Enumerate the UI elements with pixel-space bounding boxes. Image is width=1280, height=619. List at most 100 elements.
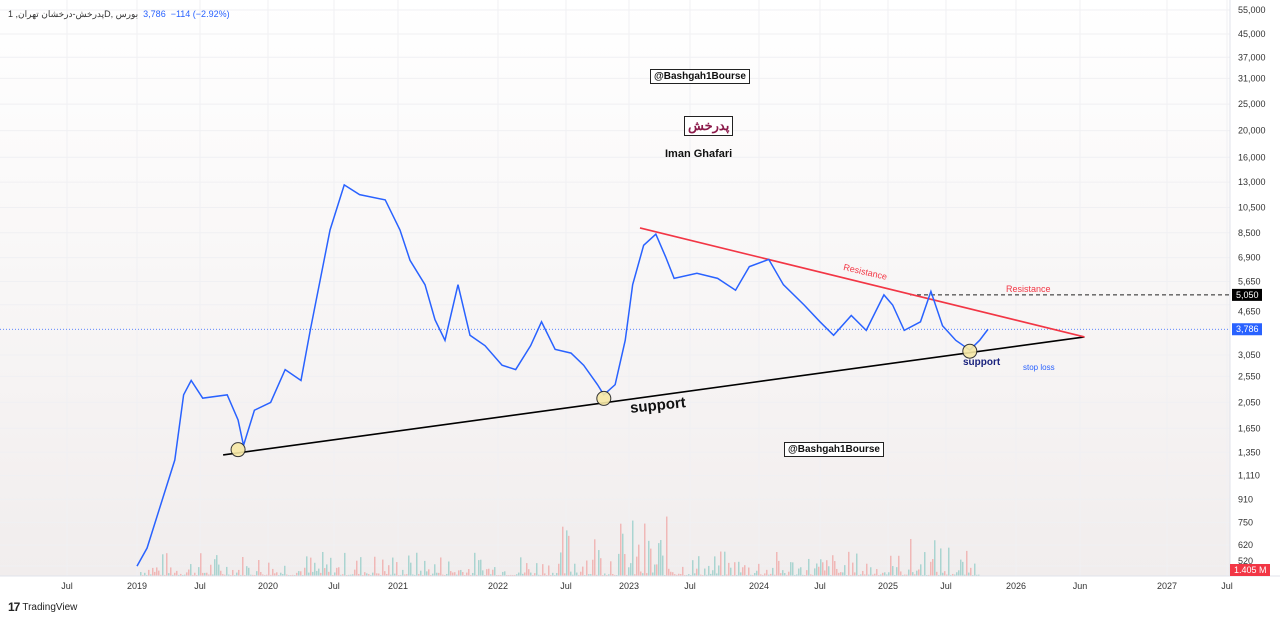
support-touch-marker: [962, 343, 978, 359]
volume-bar: [518, 572, 520, 576]
volume-bar: [674, 574, 676, 576]
volume-bar: [256, 571, 258, 576]
time-tick: 2025: [878, 581, 898, 591]
volume-bar: [508, 574, 510, 576]
volume-bar: [756, 570, 758, 576]
time-tick: 2019: [127, 581, 147, 591]
price-change: −114 (−2.92%): [170, 9, 230, 19]
volume-bar: [402, 569, 404, 576]
volume-bar: [768, 574, 770, 576]
volume-bar: [970, 567, 972, 576]
volume-bar: [340, 574, 342, 576]
volume-bar: [408, 555, 410, 576]
volume-bar: [762, 574, 764, 576]
volume-bar: [704, 568, 706, 576]
volume-bar: [708, 565, 710, 576]
volume-bar: [472, 572, 474, 576]
volume-bar: [800, 567, 802, 576]
volume-bar: [764, 573, 766, 576]
volume-bar: [398, 574, 400, 576]
volume-bar: [222, 574, 224, 576]
volume-bar: [942, 572, 944, 576]
volume-bar: [522, 573, 524, 576]
volume-bar: [738, 561, 740, 576]
volume-bar: [150, 574, 152, 576]
volume-bar: [270, 574, 272, 576]
volume-bar: [666, 516, 668, 576]
volume-bar: [208, 574, 210, 576]
volume-bar: [246, 566, 248, 576]
volume-bar: [504, 571, 506, 576]
volume-bar: [466, 572, 468, 576]
volume-bar: [296, 572, 298, 576]
volume-bar: [576, 572, 578, 576]
volume-bar: [272, 568, 274, 576]
volume-bar: [558, 563, 560, 576]
volume-bar: [356, 560, 358, 576]
volume-bar: [276, 572, 278, 576]
tradingview-logo[interactable]: 17 TradingView: [8, 600, 77, 614]
volume-bar: [430, 574, 432, 576]
resistance-trendline[interactable]: [639, 227, 1085, 338]
time-tick: Jul: [684, 581, 696, 591]
volume-bar: [752, 574, 754, 576]
time-tick: 2027: [1157, 581, 1177, 591]
volume-bar: [194, 572, 196, 576]
volume-bar: [712, 570, 714, 576]
volume-bar: [404, 574, 406, 576]
volume-bar: [600, 558, 602, 576]
volume-badge-text: 1.405 M: [1234, 565, 1267, 575]
volume-bar: [836, 568, 838, 576]
volume-bar: [848, 551, 850, 576]
volume-bar: [494, 567, 496, 576]
support-trendline[interactable]: [223, 336, 1085, 456]
volume-bar: [146, 574, 148, 576]
volume-bar: [444, 574, 446, 576]
volume-bar: [900, 571, 902, 576]
volume-bar: [748, 567, 750, 576]
volume-bar: [520, 557, 522, 576]
volume-bar: [462, 572, 464, 576]
volume-bar: [736, 574, 738, 576]
volume-bar: [922, 574, 924, 576]
volume-bar: [474, 552, 476, 576]
volume-bar: [460, 569, 462, 576]
volume-bar: [210, 564, 212, 576]
volume-bar: [608, 574, 610, 576]
volume-bar: [290, 574, 292, 576]
volume-bar: [244, 574, 246, 576]
volume-bar: [732, 574, 734, 576]
volume-bar: [586, 560, 588, 576]
volume-bar: [592, 559, 594, 576]
volume-bar: [658, 543, 660, 576]
volume-bar: [338, 567, 340, 576]
volume-bar: [204, 572, 206, 576]
volume-bar: [634, 574, 636, 576]
price-tick: 45,000: [1238, 29, 1266, 39]
volume-bar: [740, 572, 742, 576]
volume-bar: [144, 572, 146, 576]
volume-bar: [530, 572, 532, 576]
volume-bar: [378, 573, 380, 576]
volume-bar: [834, 561, 836, 576]
volume-bar: [566, 530, 568, 576]
volume-bar: [532, 574, 534, 576]
volume-bar: [140, 572, 142, 576]
volume-bar: [574, 563, 576, 576]
volume-bar: [442, 574, 444, 576]
volume-bar: [342, 574, 344, 576]
price-tick: 2,050: [1238, 397, 1261, 407]
volume-bar: [844, 565, 846, 576]
price-tick: 2,550: [1238, 371, 1261, 381]
volume-bar: [854, 572, 856, 576]
time-tick: Jul: [328, 581, 340, 591]
volume-bar: [722, 574, 724, 576]
resistance-label: Resistance: [1006, 284, 1051, 294]
volume-bar: [894, 574, 896, 576]
volume-bar: [974, 563, 976, 576]
volume-bar: [952, 573, 954, 576]
volume-bar: [432, 573, 434, 576]
volume-bar: [646, 573, 648, 576]
volume-bar: [308, 572, 310, 576]
